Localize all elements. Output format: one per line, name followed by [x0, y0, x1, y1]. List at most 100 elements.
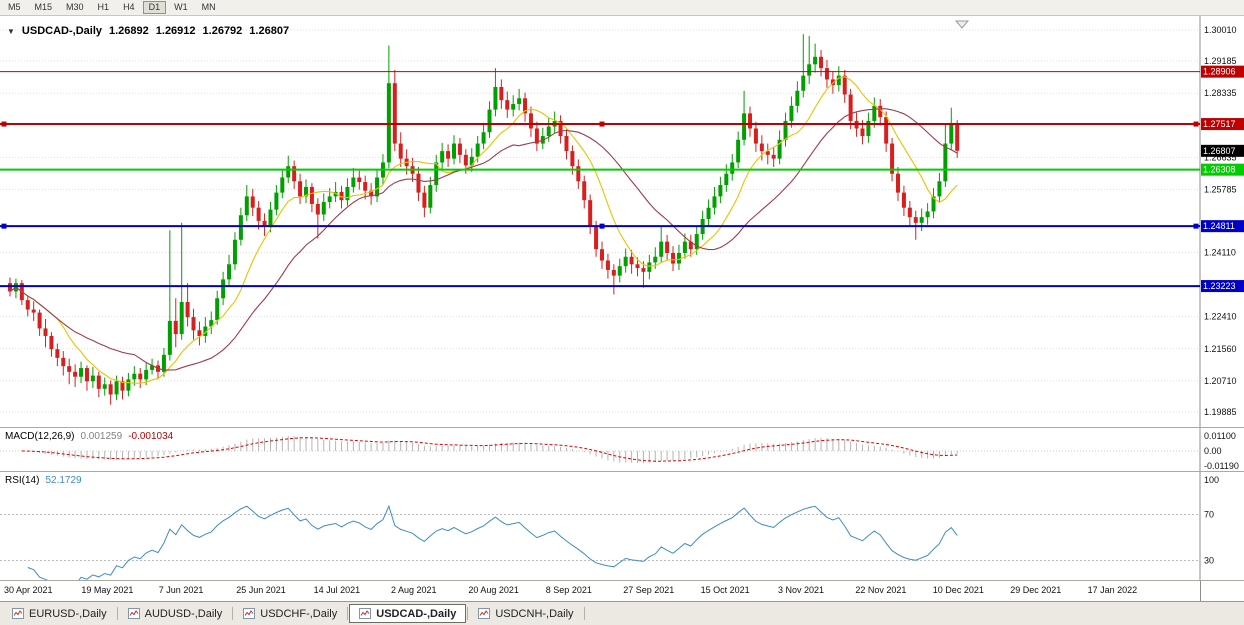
tab-label: USDCAD-,Daily — [376, 607, 457, 620]
hline-price-label-1.23223 — [1201, 280, 1244, 293]
date-label: 14 Jul 2021 — [313, 585, 361, 595]
time-axis[interactable]: 30 Apr 2021 19 May 2021 7 Jun 2021 25 Jun 2… — [0, 580, 1244, 602]
hline-handle[interactable] — [1, 223, 7, 229]
rsi-line — [27, 504, 958, 581]
timeframe-button-h4[interactable]: H4 — [117, 1, 141, 14]
timeframe-button-m5[interactable]: M5 — [2, 1, 27, 14]
rsi-axis-label: 70 — [1204, 510, 1214, 520]
tab-separator — [467, 607, 469, 620]
price-axis-label: 1.26635 — [1204, 152, 1237, 162]
date-label: 25 Jun 2021 — [236, 585, 286, 595]
ohlc-low: 1.26792 — [202, 25, 243, 37]
timeframe-button-mn[interactable]: MN — [195, 1, 222, 14]
macd-main-value: 0.001259 — [80, 431, 123, 442]
candles-layer — [8, 34, 960, 405]
chart-shift-marker[interactable] — [954, 20, 970, 29]
timeframe-button-h1[interactable]: H1 — [91, 1, 116, 14]
tab-label: AUDUSD-,Daily — [144, 607, 223, 620]
ohlc-high: 1.26912 — [155, 25, 196, 37]
rsi-axis-label: 30 — [1204, 556, 1214, 566]
tab-label: USDCHF-,Daily — [260, 607, 338, 620]
main-chart-panel: ▼ USDCAD-,Daily 1.26892 1.26912 1.26792 … — [0, 16, 1244, 427]
date-label: 8 Sep 2021 — [545, 585, 592, 595]
price-axis-label: 1.25785 — [1204, 184, 1237, 194]
date-label: 22 Nov 2021 — [855, 585, 907, 595]
rsi-name: RSI(14) — [5, 475, 40, 486]
macd-axis-label: 0.00 — [1204, 446, 1222, 456]
date-label: 10 Dec 2021 — [932, 585, 984, 595]
svg-text:1.23223: 1.23223 — [1203, 281, 1236, 291]
tab-label: USDCNH-,Daily — [495, 607, 574, 620]
rsi-canvas[interactable]: 100 70 30 — [0, 472, 1244, 581]
hline-handle[interactable] — [599, 121, 605, 127]
macd-signal-value: -0.001034 — [128, 431, 174, 442]
macd-canvas[interactable]: 0.01100 0.00 -0.01190 — [0, 428, 1244, 472]
hline-price-label-1.27517 — [1201, 118, 1244, 131]
hline-price-label-1.26308 — [1201, 163, 1244, 176]
timeframe-button-m30[interactable]: M30 — [60, 1, 90, 14]
price-axis-label: 1.22410 — [1204, 312, 1237, 322]
timeframe-button-d1[interactable]: D1 — [142, 1, 167, 14]
moving-average-9 — [9, 76, 958, 384]
timeframe-button-w1[interactable]: W1 — [168, 1, 194, 14]
date-label: 30 Apr 2021 — [4, 585, 53, 595]
macd-signal-line — [21, 437, 958, 462]
tab-separator — [116, 607, 118, 620]
tab-usdchf-daily[interactable]: USDCHF-,Daily — [234, 604, 346, 623]
timeframe-toolbar: M5 M15 M30 H1 H4 D1 W1 MN — [0, 0, 1244, 16]
ohlc-close: 1.26807 — [249, 25, 290, 37]
hline-handle[interactable] — [1193, 121, 1199, 127]
hline-price-label-1.28906 — [1201, 65, 1244, 78]
date-label: 20 Aug 2021 — [468, 585, 519, 595]
expand-triangle-icon[interactable]: ▼ — [7, 26, 15, 36]
svg-text:1.26807: 1.26807 — [1203, 146, 1236, 156]
chart-icon — [359, 608, 372, 619]
price-axis-label: 1.20710 — [1204, 376, 1237, 386]
macd-axis-label: 0.01100 — [1204, 431, 1236, 441]
date-label: 7 Jun 2021 — [158, 585, 204, 595]
chart-icon — [243, 608, 256, 619]
chart-tabbar: EURUSD-,Daily AUDUSD-,Daily USDCHF-,Daily U… — [0, 601, 1244, 625]
tab-audusd-daily[interactable]: AUDUSD-,Daily — [119, 604, 232, 623]
hline-price-label-1.24811 — [1201, 220, 1244, 233]
chart-icon — [478, 608, 491, 619]
svg-text:1.24811: 1.24811 — [1203, 221, 1235, 231]
svg-text:1.26308: 1.26308 — [1203, 165, 1236, 175]
date-label: 17 Jan 2022 — [1087, 585, 1138, 595]
main-chart-canvas[interactable]: 1.30010 1.29185 1.28335 1.26635 1.25785 1.241… — [0, 16, 1244, 427]
rsi-value: 52.1729 — [45, 475, 82, 486]
chart-icon — [127, 608, 140, 619]
price-axis-label: 1.24110 — [1204, 248, 1236, 258]
tab-separator — [347, 607, 349, 620]
price-axis-label: 1.19885 — [1204, 407, 1237, 417]
chart-title: ▼ USDCAD-,Daily 1.26892 1.26912 1.26792 … — [7, 25, 289, 37]
date-label: 2 Aug 2021 — [391, 585, 437, 595]
date-label: 27 Sep 2021 — [623, 585, 675, 595]
tab-usdcad-daily[interactable]: USDCAD-,Daily — [349, 604, 467, 623]
date-label: 29 Dec 2021 — [1010, 585, 1062, 595]
macd-label: MACD(12,26,9) 0.001259 -0.001034 — [5, 431, 173, 442]
symbol-period-label: USDCAD-,Daily — [21, 25, 102, 37]
tab-usdcnh-daily[interactable]: USDCNH-,Daily — [469, 604, 582, 623]
macd-axis-label: -0.01190 — [1204, 461, 1239, 471]
ohlc-open: 1.26892 — [109, 25, 149, 37]
tab-eurusd-daily[interactable]: EURUSD-,Daily — [3, 604, 116, 623]
date-label: 19 May 2021 — [81, 585, 134, 595]
price-axis-label: 1.21560 — [1204, 344, 1237, 354]
svg-text:1.27517: 1.27517 — [1203, 119, 1236, 129]
price-axis-label: 1.29185 — [1204, 56, 1237, 66]
rsi-panel: RSI(14) 52.1729 100 70 30 — [0, 471, 1244, 581]
rsi-label: RSI(14) 52.1729 — [5, 475, 82, 486]
macd-panel: MACD(12,26,9) 0.001259 -0.001034 0.01100… — [0, 427, 1244, 472]
hline-handle[interactable] — [1, 121, 7, 127]
hline-handle[interactable] — [1193, 223, 1199, 229]
price-axis-label: 1.28335 — [1204, 88, 1237, 98]
hline-handle[interactable] — [599, 223, 605, 229]
date-label: 3 Nov 2021 — [778, 585, 825, 595]
svg-text:1.28906: 1.28906 — [1203, 67, 1236, 77]
tab-separator — [232, 607, 234, 620]
current-price-label — [1201, 144, 1244, 157]
timeframe-button-m15[interactable]: M15 — [28, 1, 59, 14]
moving-average-22 — [9, 108, 958, 371]
